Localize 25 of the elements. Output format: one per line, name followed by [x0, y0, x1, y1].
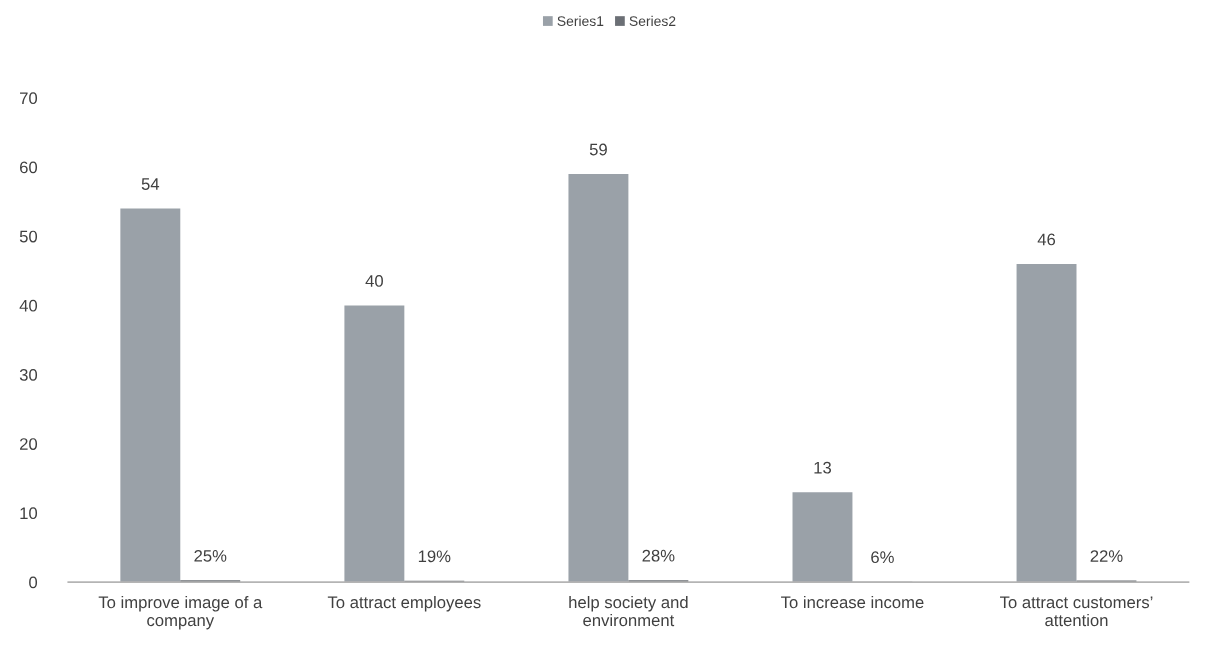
- legend-label: Series1: [557, 15, 604, 27]
- y-tick-label: 30: [19, 368, 38, 381]
- x-tick-label: To attract employees: [327, 595, 481, 612]
- data-label: 59: [589, 143, 607, 156]
- x-tick-label: help society and environment: [569, 595, 688, 627]
- data-label: 19%: [418, 550, 451, 563]
- data-label: 40: [365, 275, 383, 287]
- data-label: 46: [1037, 233, 1056, 246]
- data-label: 6%: [871, 551, 894, 564]
- legend-label: Series2: [629, 15, 676, 27]
- x-tick-label: To increase income: [781, 595, 924, 609]
- x-tick-label: To attract customers’ attention: [1000, 596, 1153, 627]
- y-tick-label: 70: [20, 92, 38, 105]
- data-label: 54: [141, 178, 160, 190]
- data-label: 25%: [194, 549, 227, 562]
- y-tick-label: 20: [20, 438, 38, 450]
- y-tick-label: 50: [19, 230, 38, 243]
- y-tick-label: 60: [20, 161, 38, 174]
- y-tick-label: 10: [20, 507, 38, 520]
- x-tick-label: To improve image of a company: [98, 595, 263, 630]
- y-tick-label: 40: [19, 299, 38, 312]
- y-tick-label: 0: [29, 576, 38, 589]
- data-label: 22%: [1090, 550, 1123, 562]
- data-label: 13: [814, 461, 832, 474]
- data-label: 28%: [642, 549, 675, 562]
